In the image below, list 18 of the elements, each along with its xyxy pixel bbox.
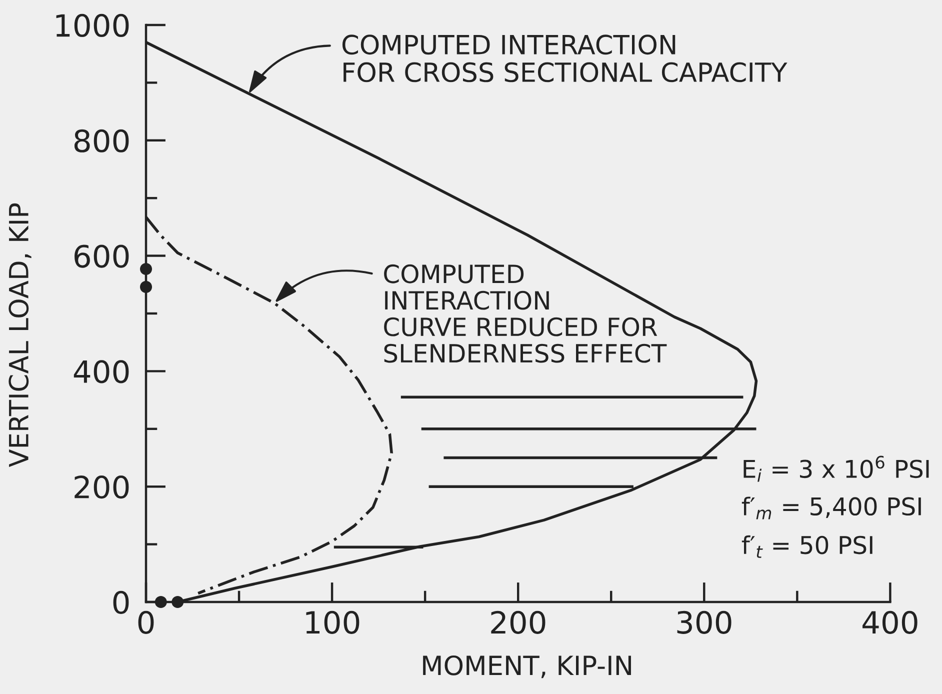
x-tick-label: 100 [306,610,360,634]
y-tick-label: 600 [74,244,129,268]
annotation: f′$_{t}$ = 50 PSI [742,535,872,558]
x-tick-label: 300 [677,610,732,634]
y-tick-label: 1000 [56,14,129,38]
annotation: COMPUTED INTERACTION CURVE REDUCED FOR SLENDERNESS EFFECT [384,264,667,363]
annotation: COMPUTED INTERACTION FOR CROSS SECTIONAL CAPACITY [342,34,788,82]
y-axis-title: VERTICAL LOAD, KIP [8,203,32,468]
annotation: f′$_{m}$ = 5,400 PSI [742,496,921,520]
y-tick-label: 0 [113,590,129,614]
x-tick-label: 200 [491,610,546,634]
x-axis-title: MOMENT, KIP-IN [423,655,631,678]
y-tick-label: 400 [74,360,129,384]
x-tick-label: 400 [862,610,918,634]
y-tick-label: 200 [74,476,129,499]
y-tick-label: 800 [74,129,129,152]
x-tick-label: 0 [138,610,154,634]
annotation: E$_{i}$ = 3 x 10$^{6}$ PSI [744,456,929,482]
